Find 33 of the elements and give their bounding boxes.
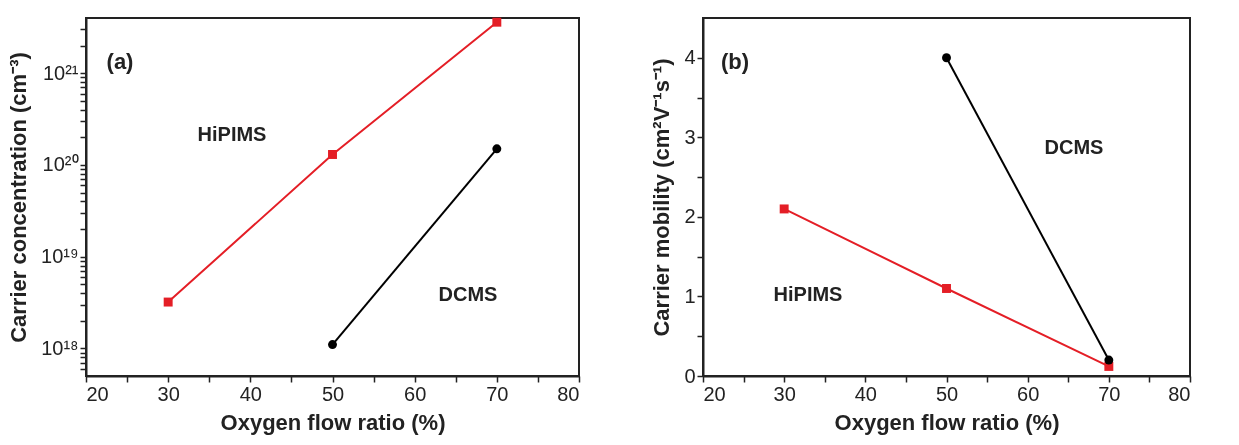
annotation: (b) — [720, 49, 750, 74]
x-tick-label: 80 — [1168, 382, 1191, 405]
y-axis-title: Carrier mobility (cm²V⁻¹s⁻¹) — [649, 58, 675, 337]
x-tick-label: 40 — [854, 382, 877, 405]
annotation: (a) — [106, 49, 134, 74]
text: HiPIMS — [773, 283, 843, 305]
x-axis-title: Oxygen flow ratio (%) — [220, 409, 446, 435]
x-tick-label: 40 — [239, 382, 262, 405]
x-tick-label: 50 — [935, 382, 959, 405]
y-tick-label: 10¹⁸ — [41, 336, 79, 359]
x-tick-label: 70 — [486, 382, 509, 405]
y-tick-label: 0 — [684, 364, 696, 387]
x-tick-label: 50 — [321, 382, 345, 405]
series-label: DCMS — [1044, 136, 1104, 158]
y-tick-label: 1 — [684, 284, 696, 307]
y-tick-label: 10²⁰ — [42, 153, 79, 176]
x-tick-label: 80 — [557, 382, 580, 405]
y-axis-title: Carrier concentration (cm⁻³) — [6, 52, 32, 343]
x-tick-label: 20 — [703, 382, 726, 405]
x-tick-label: 30 — [157, 382, 180, 405]
x-tick-label: 70 — [1098, 382, 1121, 405]
text: DCMS — [438, 283, 498, 305]
y-tick-label: 10¹⁹ — [41, 245, 79, 268]
x-tick-label: 30 — [773, 382, 796, 405]
x-tick-label: 20 — [86, 382, 109, 405]
y-tick-label: 2 — [684, 205, 696, 228]
y-tick-label: 10²¹ — [42, 61, 79, 84]
x-tick-label: 60 — [404, 382, 427, 405]
x-tick-label: 60 — [1017, 382, 1040, 405]
text: HiPIMS — [197, 123, 267, 145]
y-tick-label: 4 — [684, 46, 696, 69]
x-axis-title: Oxygen flow ratio (%) — [834, 409, 1060, 435]
y-tick-label: 3 — [684, 125, 696, 148]
